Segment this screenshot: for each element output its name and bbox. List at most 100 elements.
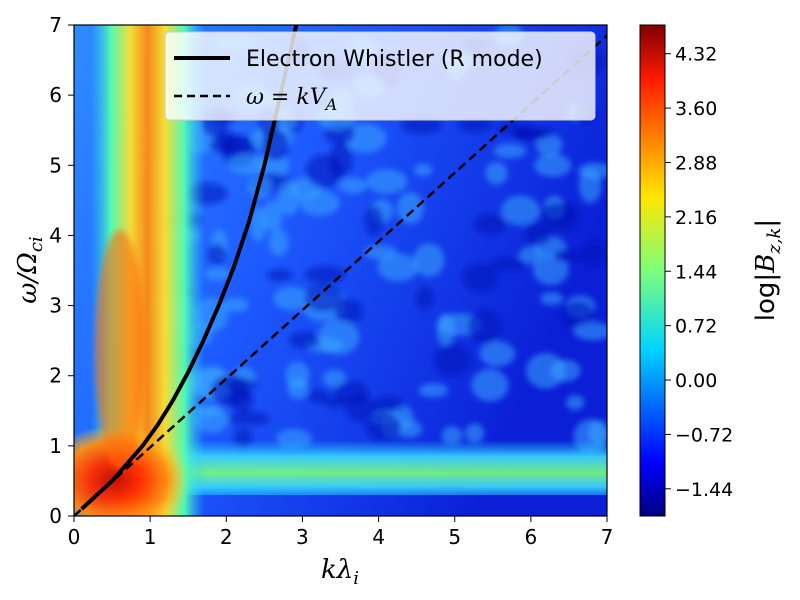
noise-patch: [565, 394, 585, 411]
noise-patch: [415, 287, 434, 310]
noise-patch: [288, 331, 321, 349]
noise-patch: [479, 341, 516, 367]
noise-patch: [518, 246, 543, 265]
colorbar-tick-label: −0.72: [675, 424, 733, 446]
x-tick-label: 2: [220, 525, 233, 549]
noise-patch: [536, 133, 563, 157]
colorbar-label: log|Bz,k|: [751, 219, 785, 321]
noise-patch: [317, 319, 360, 355]
x-tick-label: 4: [372, 525, 385, 549]
noise-patch: [471, 368, 509, 402]
noise-patch: [305, 154, 343, 188]
noise-patch: [377, 253, 419, 282]
plot-frame: [73, 24, 608, 517]
noise-patch: [364, 245, 398, 260]
y-axis: 0 1 2 3 4 5 6 7: [49, 13, 74, 528]
noise-patch: [534, 153, 572, 178]
noise-patch: [299, 190, 340, 216]
legend-label-alfven: ω = kVA: [246, 85, 337, 114]
noise-patch: [464, 423, 485, 444]
colorbar-tick-label: −1.44: [675, 479, 733, 501]
colorbar-tick-label: 0.72: [675, 316, 717, 338]
noise-patch: [338, 177, 368, 194]
noise-patch: [418, 383, 449, 398]
noise-patch: [413, 163, 433, 176]
colorbar: −1.44 −0.72 0.00 0.72 1.44 2.16 2.88 3.60 4.32 l…: [639, 24, 785, 517]
noise-patch: [497, 121, 533, 136]
noise-patch: [307, 389, 329, 404]
noise-patch: [204, 267, 232, 281]
y-tick-label: 3: [49, 294, 62, 318]
y-tick-label: 1: [49, 434, 62, 458]
noise-patch: [364, 206, 384, 236]
noise-patch: [334, 380, 369, 404]
y-tick-label: 4: [49, 223, 62, 247]
y-tick-label: 2: [49, 364, 62, 388]
colorbar-tick-label: 1.44: [675, 261, 717, 283]
colorbar-tick-label: 3.60: [675, 98, 717, 120]
colorbar-tick-label: 4.32: [675, 44, 717, 66]
whistler-curve: [80, 25, 299, 511]
y-tick-label: 7: [49, 13, 62, 37]
noise-patch: [400, 116, 442, 134]
colorbar-gradient: [639, 24, 666, 517]
legend-label-whistler: Electron Whistler (R mode): [246, 47, 543, 72]
noise-patch: [366, 412, 402, 442]
noise-patch: [365, 169, 408, 194]
noise-patch: [485, 161, 508, 185]
noise-patch: [489, 257, 527, 272]
legend: Electron Whistler (R mode) ω = kVA: [164, 31, 596, 121]
noise-patch: [434, 343, 471, 377]
x-tick-label: 0: [68, 525, 81, 549]
noise-patch: [526, 352, 566, 389]
noise-patch: [462, 263, 499, 292]
noise-patch: [473, 213, 507, 235]
noise-patch: [553, 248, 582, 263]
y-tick-label: 5: [49, 153, 62, 177]
noise-patch: [493, 143, 527, 159]
noise-patch: [277, 181, 300, 216]
colorbar-tick-label: 2.16: [675, 207, 717, 229]
noise-patch: [322, 369, 346, 388]
y-tick-label: 6: [49, 83, 62, 107]
noise-patch: [436, 313, 455, 347]
y-axis-title: ω/Ωci: [13, 236, 47, 303]
noise-patch: [223, 378, 259, 391]
x-tick-label: 5: [448, 525, 461, 549]
noise-patch: [573, 321, 607, 341]
noise-patch: [268, 228, 289, 257]
y-tick-label: 0: [49, 504, 62, 528]
x-tick-label: 3: [296, 525, 309, 549]
noise-patch: [532, 254, 569, 286]
noise-patch: [538, 203, 576, 224]
x-tick-label: 7: [601, 525, 614, 549]
noise-patch: [334, 299, 364, 324]
noise-patch: [413, 243, 445, 277]
noise-patch: [304, 265, 346, 284]
noise-patch: [540, 292, 564, 306]
noise-patch: [468, 309, 502, 345]
x-tick-label: 1: [144, 525, 157, 549]
noise-patch: [303, 284, 343, 312]
noise-patch: [228, 154, 267, 175]
noise-patch: [457, 117, 493, 133]
legend-box: [164, 31, 596, 121]
noise-patch: [250, 206, 267, 242]
noise-patch: [223, 297, 249, 313]
noise-patch: [267, 268, 293, 282]
noise-patch: [579, 241, 607, 265]
alfven-line: [74, 34, 607, 516]
colorbar-tick-label: 2.88: [675, 152, 717, 174]
noise-patch: [524, 220, 553, 247]
noise-patch: [344, 123, 387, 153]
noise-patch: [262, 201, 283, 232]
x-tick-label: 6: [524, 525, 537, 549]
noise-patch: [285, 361, 310, 390]
noise-patch: [208, 135, 252, 154]
x-axis-title: kλi: [321, 555, 359, 589]
colorbar-tick-label: 0.00: [675, 370, 717, 392]
noise-patch: [578, 168, 602, 203]
noise-patch: [501, 195, 540, 226]
noise-patch: [273, 286, 311, 311]
